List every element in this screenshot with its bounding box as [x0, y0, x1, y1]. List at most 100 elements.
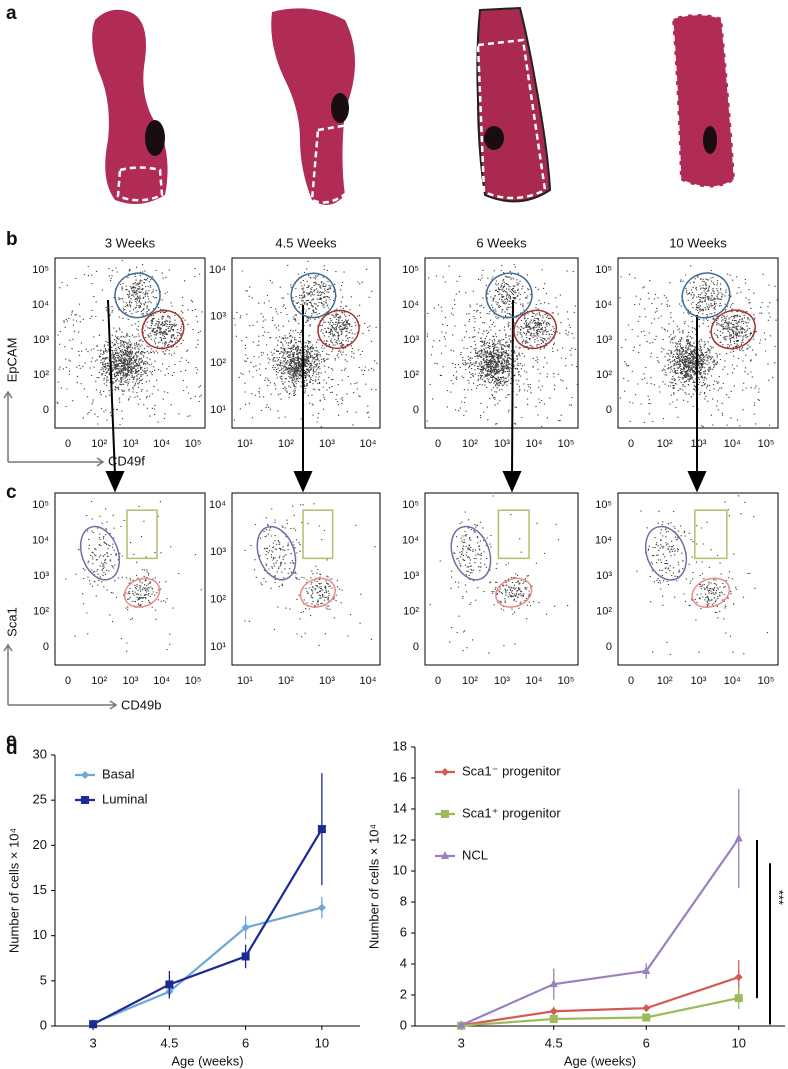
- y-axis-label: Number of cells × 10⁴: [6, 828, 21, 953]
- event-dots: [244, 503, 376, 646]
- y-tick-label: 10⁴: [402, 534, 419, 546]
- gate: [694, 509, 728, 560]
- marker: [549, 1007, 558, 1016]
- marker: [165, 980, 174, 989]
- y-tick-label: 18: [393, 738, 407, 753]
- plot-frame: [231, 257, 381, 429]
- y-tick-label: 10: [393, 862, 407, 877]
- y-tick-label: 30: [33, 746, 47, 761]
- significance-label: ***: [772, 890, 787, 905]
- event-dots: [233, 260, 378, 428]
- y-tick-label: 10⁴: [209, 499, 226, 511]
- x-tick-label: 3: [90, 1035, 97, 1050]
- series-line: [92, 906, 323, 1025]
- y-tick-label: 10³: [210, 311, 226, 323]
- y-tick-label: 12: [393, 831, 407, 846]
- y-tick-label: 8: [400, 893, 407, 908]
- y-tick-label: 10²: [210, 594, 226, 606]
- y-tick-label: 10²: [403, 605, 419, 617]
- y-tick-label: 10: [33, 927, 47, 942]
- x-tick-label: 10³: [691, 675, 707, 687]
- y-tick-label: 10⁵: [595, 499, 612, 511]
- y-tick-label: 10³: [596, 570, 612, 582]
- gate: [290, 272, 337, 319]
- y-tick-label: 10⁴: [32, 534, 49, 546]
- marker: [642, 1013, 651, 1022]
- y-tick-label: 2: [400, 986, 407, 1001]
- y-tick-label: 10¹: [210, 641, 226, 653]
- gate: [114, 272, 161, 319]
- x-tick-label: 10⁴: [724, 675, 741, 687]
- event-dots: [56, 259, 203, 426]
- gate: [123, 577, 161, 608]
- x-tick-label: 10⁴: [360, 438, 377, 450]
- marker: [642, 1004, 651, 1013]
- x-tick-label: 10²: [91, 438, 107, 450]
- marker: [549, 1015, 558, 1024]
- x-tick-label: 0: [628, 675, 634, 687]
- marker: [441, 851, 449, 859]
- event-dots: [619, 265, 778, 428]
- y-tick-label: 14: [393, 800, 407, 815]
- gate: [644, 525, 688, 581]
- gate: [302, 509, 334, 560]
- y-tick-label: 0: [43, 404, 49, 416]
- y-tick-label: 0: [413, 404, 419, 416]
- x-tick-label: 10⁴: [724, 438, 741, 450]
- y-tick-label: 10²: [33, 605, 49, 617]
- x-tick-label: 10⁴: [526, 438, 543, 450]
- gate: [691, 577, 731, 609]
- panel-label: c: [6, 482, 17, 503]
- plot-frame: [54, 257, 206, 429]
- x-tick-label: 10¹: [237, 438, 253, 450]
- marker: [241, 923, 250, 932]
- x-tick-label: 10⁵: [558, 675, 575, 687]
- y-tick-label: 10³: [596, 334, 612, 346]
- x-tick-label: 10: [732, 1035, 746, 1050]
- series-line: [461, 997, 739, 1027]
- x-tick-label: 4.5: [160, 1035, 178, 1050]
- marker: [317, 903, 326, 912]
- x-tick-label: 4.5: [545, 1035, 563, 1050]
- legend-label: Luminal: [102, 791, 148, 806]
- marker: [317, 825, 326, 834]
- gate: [495, 577, 533, 608]
- y-tick-label: 10²: [596, 605, 612, 617]
- x-tick-label: 10³: [494, 438, 510, 450]
- plot-title: 3 Weeks: [105, 235, 156, 250]
- x-tick-label: 0: [65, 438, 71, 450]
- y-tick-label: 5: [40, 972, 47, 987]
- x-tick-label: 10³: [319, 675, 335, 687]
- series-line: [461, 976, 740, 1027]
- y-tick-label: 0: [606, 404, 612, 416]
- y-tick-label: 10⁴: [402, 299, 419, 311]
- marker: [734, 973, 743, 982]
- marker: [241, 952, 250, 961]
- x-tick-label: 10²: [278, 675, 294, 687]
- plot-frame: [54, 492, 206, 666]
- x-tick-label: 0: [435, 438, 441, 450]
- x-tick-label: 10³: [319, 438, 335, 450]
- y-tick-label: 10³: [210, 546, 226, 558]
- x-tick-label: 10⁴: [360, 675, 377, 687]
- gate: [681, 272, 731, 319]
- y-tick-label: 20: [33, 837, 47, 852]
- gate: [317, 309, 360, 350]
- panel-label: a: [6, 3, 17, 24]
- x-tick-label: 10³: [123, 438, 139, 450]
- x-axis-label: Age (weeks): [564, 1053, 636, 1068]
- gate: [485, 272, 533, 319]
- x-tick-label: 10²: [91, 675, 107, 687]
- gate: [513, 309, 558, 350]
- y-tick-label: 10⁵: [595, 264, 612, 276]
- y-tick-label: 0: [400, 1017, 407, 1032]
- x-tick-label: 10⁴: [153, 438, 170, 450]
- axis-label: EpCAM: [4, 338, 19, 383]
- x-tick-label: 10²: [462, 438, 478, 450]
- marker: [81, 796, 89, 804]
- x-tick-label: 10⁵: [185, 675, 202, 687]
- x-tick-label: 10⁵: [758, 675, 775, 687]
- marker: [734, 833, 743, 842]
- y-tick-label: 10²: [210, 357, 226, 369]
